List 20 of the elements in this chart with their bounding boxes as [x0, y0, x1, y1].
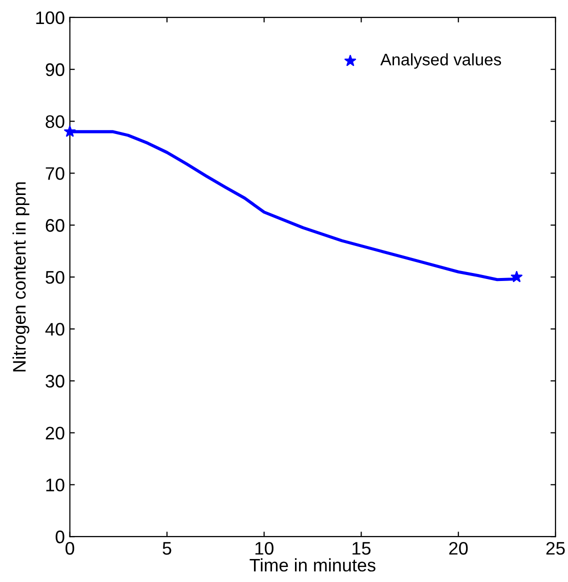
y-axis-title: Nitrogen content in ppm — [12, 182, 30, 372]
y-tick-label: 60 — [46, 219, 64, 232]
x-tick-label: 5 — [162, 542, 172, 555]
x-tick-label: 0 — [66, 542, 74, 555]
y-tick-label: 70 — [46, 167, 64, 180]
y-tick-label: 20 — [46, 426, 64, 440]
legend-label: Analysed values — [380, 53, 502, 69]
x-axis-title: Time in minutes — [250, 558, 376, 572]
x-tick-label: 15 — [352, 542, 371, 555]
y-tick-label: 90 — [46, 63, 64, 76]
y-tick-label: 10 — [46, 478, 64, 492]
y-tick-label: 30 — [46, 374, 64, 388]
y-tick-label: 40 — [45, 322, 64, 336]
y-tick-label: 80 — [46, 115, 64, 128]
x-tick-label: 25 — [546, 542, 565, 555]
x-tick-label: 10 — [255, 542, 274, 555]
x-tick-label: 20 — [449, 542, 468, 555]
y-tick-label: 50 — [46, 270, 64, 284]
y-tick-label: 100 — [36, 11, 64, 24]
y-tick-label: 0 — [56, 530, 64, 544]
